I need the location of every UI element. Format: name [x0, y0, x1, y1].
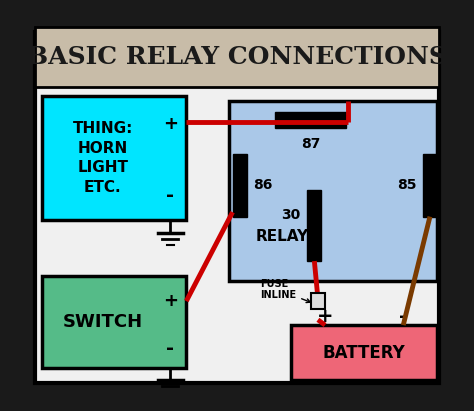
Text: 86: 86: [253, 178, 273, 192]
Bar: [42, 276, 186, 368]
Text: +: +: [317, 307, 333, 326]
Text: -: -: [399, 307, 407, 326]
Text: +: +: [163, 115, 178, 133]
Text: RELAY: RELAY: [255, 229, 309, 244]
Bar: [311, 293, 325, 309]
Text: THING:
HORN
LIGHT
ETC.: THING: HORN LIGHT ETC.: [73, 121, 133, 195]
Bar: [307, 190, 321, 261]
Text: SWITCH: SWITCH: [63, 312, 143, 330]
Text: 30: 30: [281, 208, 300, 222]
Text: 85: 85: [397, 178, 417, 192]
Text: -: -: [166, 186, 174, 205]
Text: BATTERY: BATTERY: [323, 344, 406, 362]
Bar: [35, 27, 439, 87]
Bar: [42, 96, 186, 220]
Text: -: -: [166, 339, 174, 358]
Text: +: +: [163, 292, 178, 310]
Bar: [233, 155, 247, 217]
Bar: [291, 325, 437, 380]
Bar: [423, 155, 437, 217]
Text: FUSE
INLINE: FUSE INLINE: [260, 279, 310, 302]
Bar: [275, 112, 346, 128]
Bar: [229, 101, 437, 281]
Text: BASIC RELAY CONNECTIONS: BASIC RELAY CONNECTIONS: [27, 44, 447, 69]
Text: 87: 87: [301, 137, 320, 151]
